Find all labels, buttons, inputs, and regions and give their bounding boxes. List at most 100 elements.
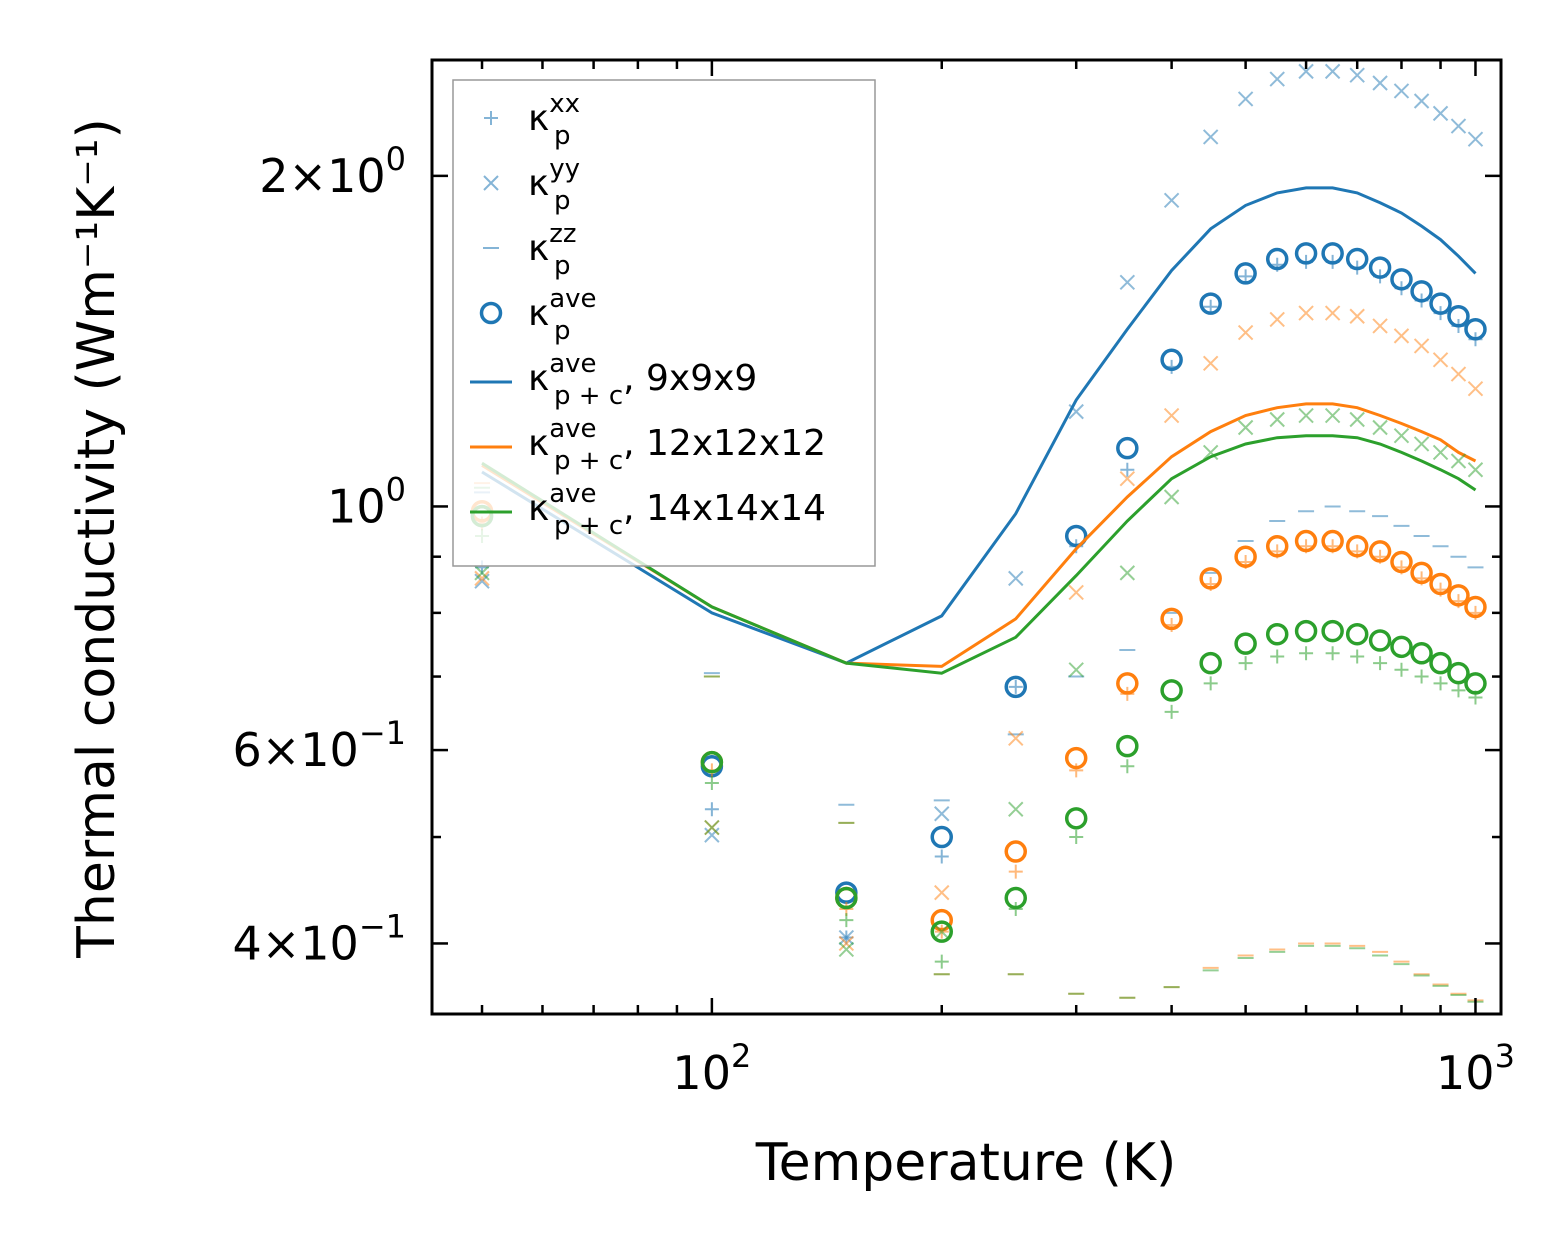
point-kyy-12x12x12 [1467, 381, 1484, 397]
point-kyy-9x9x9 [1349, 67, 1365, 83]
point-kave-9x9x9 [1004, 675, 1027, 699]
legend-cross-swatch [483, 175, 499, 191]
point-kyy-12x12x12 [1068, 584, 1084, 601]
point-kxx-14x14x14 [1350, 649, 1365, 664]
point-kxx-14x14x14 [1203, 676, 1218, 691]
point-kyy-14x14x14 [1324, 407, 1341, 424]
x-axis-label: Temperature (K) [755, 1133, 1177, 1193]
point-kave-12x12x12 [1199, 567, 1222, 590]
point-kave-9x9x9 [1234, 262, 1257, 285]
point-kave-9x9x9 [1116, 436, 1139, 460]
point-kxx-14x14x14 [1299, 646, 1314, 661]
point-kave-9x9x9 [1447, 305, 1470, 328]
point-kxx-14x14x14 [1451, 683, 1466, 698]
point-kyy-12x12x12 [1372, 318, 1388, 334]
y-tick-label: 2×100 [259, 140, 406, 203]
y-tick-label: 4×10−1 [232, 907, 406, 970]
point-kyy-14x14x14 [1298, 407, 1314, 424]
point-kyy-12x12x12 [1237, 324, 1254, 341]
point-kave-9x9x9 [1429, 292, 1452, 315]
point-kyy-14x14x14 [838, 941, 855, 958]
point-kave-12x12x12 [1447, 584, 1470, 607]
point-kyy-12x12x12 [1432, 352, 1449, 368]
point-kave-12x12x12 [1429, 572, 1452, 596]
point-kave-14x14x14 [1447, 661, 1470, 685]
point-kyy-12x12x12 [1119, 470, 1136, 487]
point-kyy-12x12x12 [1324, 305, 1341, 321]
point-kxx-14x14x14 [1270, 649, 1285, 664]
point-kyy-9x9x9 [1008, 570, 1024, 587]
legend-box [452, 79, 876, 567]
y-axis-label: Thermal conductivity (Wm⁻¹K⁻¹) [67, 118, 127, 959]
legend-entry-text: κave p [528, 284, 597, 346]
point-kave-12x12x12 [1004, 840, 1027, 863]
point-kyy-9x9x9 [1450, 118, 1467, 134]
point-kave-9x9x9 [930, 825, 953, 849]
point-kave-9x9x9 [1390, 268, 1413, 291]
series-9x9x9 [470, 63, 1487, 946]
point-kave-14x14x14 [1265, 622, 1289, 646]
point-kave-9x9x9 [1321, 242, 1344, 265]
point-kyy-9x9x9 [1432, 105, 1449, 122]
point-kyy-14x14x14 [1008, 801, 1024, 817]
point-kave-14x14x14 [1429, 651, 1452, 675]
point-kyy-14x14x14 [1432, 444, 1449, 461]
legend-circle-swatch [479, 301, 503, 325]
point-kxx-12x12x12 [1008, 864, 1023, 879]
point-kxx-14x14x14 [1394, 662, 1409, 677]
point-kave-12x12x12 [1368, 540, 1392, 563]
point-kyy-9x9x9 [1237, 91, 1254, 107]
legend-entry-text: κyy p [528, 154, 580, 216]
point-kave-12x12x12 [1064, 746, 1088, 770]
point-kave-14x14x14 [1368, 629, 1392, 652]
point-kave-14x14x14 [1410, 642, 1433, 665]
point-kave-9x9x9 [1064, 524, 1088, 548]
point-kxx-14x14x14 [1164, 704, 1179, 719]
point-kyy-9x9x9 [1163, 192, 1180, 209]
point-kxx-9x9x9 [1008, 679, 1023, 694]
line-kpc-12x12x12 [481, 402, 1477, 668]
point-kyy-9x9x9 [1393, 83, 1410, 99]
point-kxx-14x14x14 [934, 954, 949, 969]
point-kave-12x12x12 [1160, 607, 1183, 631]
point-kxx-14x14x14 [1325, 646, 1340, 661]
point-kyy-9x9x9 [1068, 403, 1084, 420]
point-kyy-12x12x12 [1413, 338, 1430, 354]
point-kxx-9x9x9 [934, 849, 949, 864]
point-kave-14x14x14 [1321, 619, 1344, 643]
point-kyy-9x9x9 [1372, 75, 1388, 91]
point-kyy-14x14x14 [704, 819, 720, 836]
legend-entry-text: κzz p [528, 219, 577, 281]
point-kyy-12x12x12 [838, 935, 855, 952]
point-kxx-12x12x12 [1069, 763, 1084, 778]
point-kyy-12x12x12 [1008, 730, 1024, 747]
x-tick-label: 102 [672, 1037, 751, 1100]
point-kyy-14x14x14 [1202, 444, 1219, 461]
point-kyy-14x14x14 [1413, 436, 1430, 452]
point-kave-9x9x9 [1410, 280, 1433, 303]
point-kave-12x12x12 [1390, 550, 1413, 574]
point-kave-12x12x12 [930, 908, 953, 932]
point-kxx-14x14x14 [1238, 656, 1253, 671]
point-kave-14x14x14 [930, 920, 953, 943]
point-kave-14x14x14 [1390, 635, 1413, 659]
point-kyy-9x9x9 [838, 929, 855, 946]
point-kave-9x9x9 [1160, 348, 1183, 372]
point-kyy-14x14x14 [1393, 427, 1410, 444]
point-kave-14x14x14 [1294, 619, 1318, 643]
point-kyy-9x9x9 [1324, 63, 1341, 80]
point-kave-12x12x12 [1464, 595, 1487, 619]
point-kyy-12x12x12 [1450, 366, 1467, 382]
point-kyy-12x12x12 [1202, 355, 1219, 372]
x-tick-label: 103 [1436, 1037, 1515, 1100]
point-kave-14x14x14 [1464, 672, 1487, 695]
point-kxx-14x14x14 [1069, 830, 1084, 845]
point-kyy-14x14x14 [1269, 411, 1285, 428]
legend-entry-text: κxx p [528, 89, 580, 151]
point-kxx-14x14x14 [1414, 669, 1429, 684]
point-kyy-12x12x12 [1163, 407, 1180, 424]
point-kyy-12x12x12 [1349, 308, 1365, 324]
point-kave-12x12x12 [1410, 561, 1433, 585]
point-kave-12x12x12 [1321, 529, 1344, 553]
